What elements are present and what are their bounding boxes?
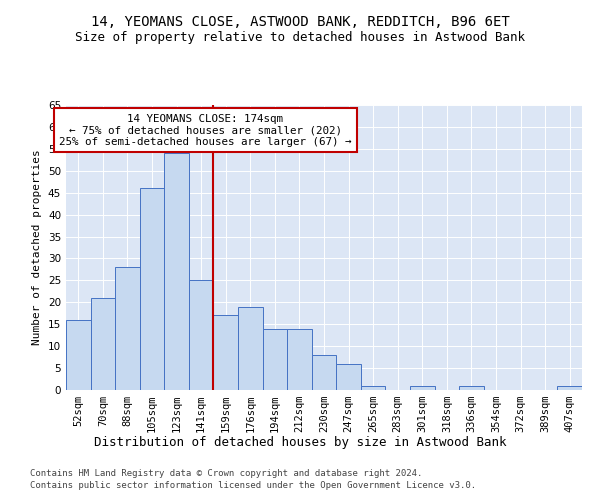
Text: Size of property relative to detached houses in Astwood Bank: Size of property relative to detached ho… [75, 31, 525, 44]
Bar [336, 364, 361, 390]
Text: 14 YEOMANS CLOSE: 174sqm
← 75% of detached houses are smaller (202)
25% of semi-: 14 YEOMANS CLOSE: 174sqm ← 75% of detach… [59, 114, 352, 147]
Bar [312, 355, 336, 390]
Text: Contains public sector information licensed under the Open Government Licence v3: Contains public sector information licen… [30, 482, 476, 490]
Bar [459, 386, 484, 390]
Bar [189, 280, 214, 390]
Bar [164, 153, 189, 390]
Bar [361, 386, 385, 390]
Bar [263, 328, 287, 390]
Bar [557, 386, 582, 390]
Bar [238, 306, 263, 390]
Text: 14, YEOMANS CLOSE, ASTWOOD BANK, REDDITCH, B96 6ET: 14, YEOMANS CLOSE, ASTWOOD BANK, REDDITC… [91, 16, 509, 30]
Text: Distribution of detached houses by size in Astwood Bank: Distribution of detached houses by size … [94, 436, 506, 449]
Bar [91, 298, 115, 390]
Bar [214, 316, 238, 390]
Bar [410, 386, 434, 390]
Bar [287, 328, 312, 390]
Text: Contains HM Land Registry data © Crown copyright and database right 2024.: Contains HM Land Registry data © Crown c… [30, 470, 422, 478]
Bar [115, 267, 140, 390]
Bar [140, 188, 164, 390]
Y-axis label: Number of detached properties: Number of detached properties [32, 150, 43, 346]
Bar [66, 320, 91, 390]
